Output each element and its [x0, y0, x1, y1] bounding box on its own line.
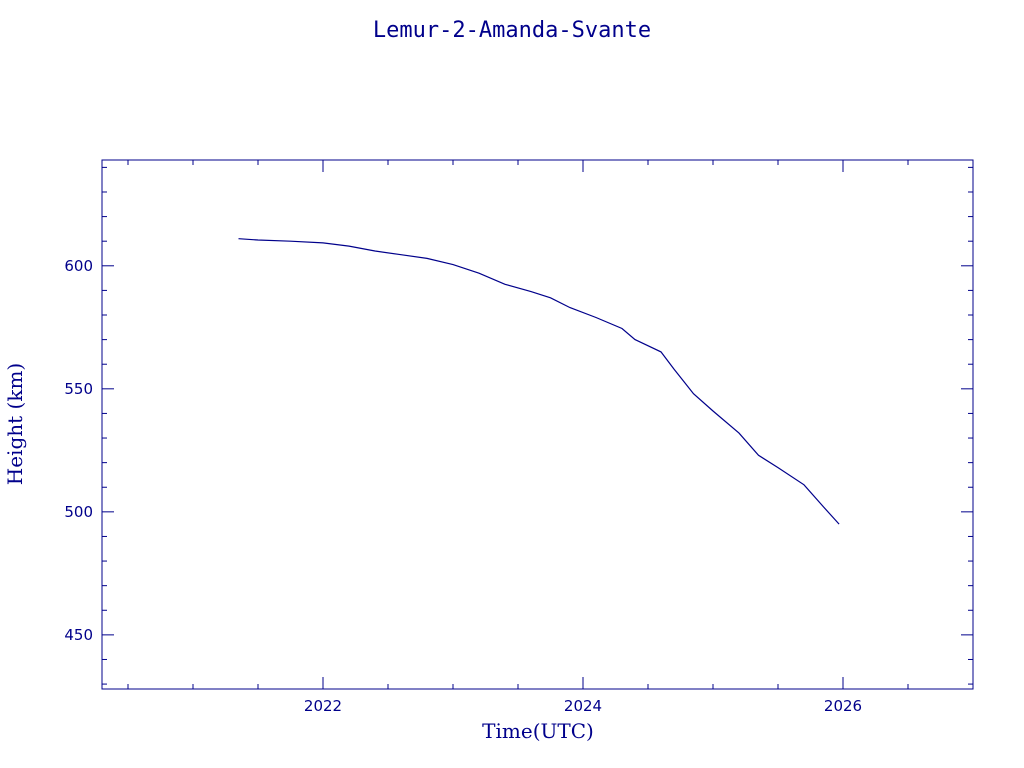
tick-labels: 2022 2024 2026 450 500 550 600: [64, 257, 862, 715]
chart-title: Lemur-2-Amanda-Svante: [373, 18, 651, 43]
axis-ticks: [102, 160, 974, 689]
x-tick-label: 2024: [564, 697, 602, 715]
series-group: [238, 238, 840, 525]
x-tick-label: 2022: [304, 697, 342, 715]
y-tick-label: 500: [64, 503, 93, 521]
height-series-line: [238, 238, 840, 525]
y-tick-label: 450: [64, 626, 93, 644]
plot-frame: [101, 159, 974, 690]
y-tick-label: 550: [64, 380, 93, 398]
x-axis-label: Time(UTC): [482, 719, 594, 743]
y-axis-label: Height (km): [3, 363, 27, 485]
y-tick-label: 600: [64, 257, 93, 275]
x-tick-label: 2026: [824, 697, 862, 715]
